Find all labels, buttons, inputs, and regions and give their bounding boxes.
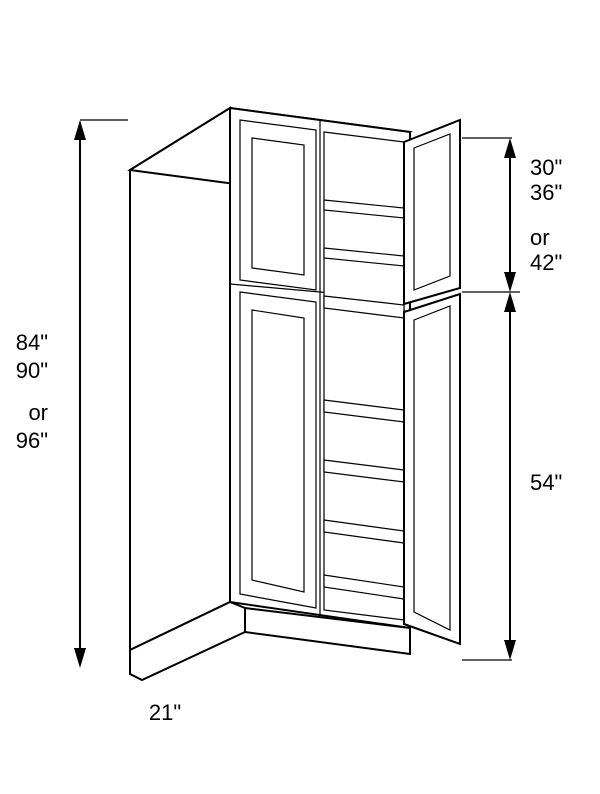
label-depth: 21" <box>149 700 181 725</box>
label-height-3: 96" <box>16 428 48 453</box>
cabinet-diagram: 84" 90" or 96" 21" 30" 36" or 42" 54" <box>0 0 600 794</box>
label-height-or: or <box>28 400 48 425</box>
label-height-2: 90" <box>16 358 48 383</box>
label-upper-or: or <box>530 225 550 250</box>
label-height-1: 84" <box>16 330 48 355</box>
label-upper-2: 36" <box>530 180 562 205</box>
label-upper-1: 30" <box>530 155 562 180</box>
label-lower: 54" <box>530 470 562 495</box>
height-dimension <box>74 120 128 668</box>
label-upper-3: 42" <box>530 250 562 275</box>
cabinet-side-panel <box>130 108 230 650</box>
upper-height-dimension <box>462 138 520 292</box>
lower-height-dimension <box>462 292 516 660</box>
